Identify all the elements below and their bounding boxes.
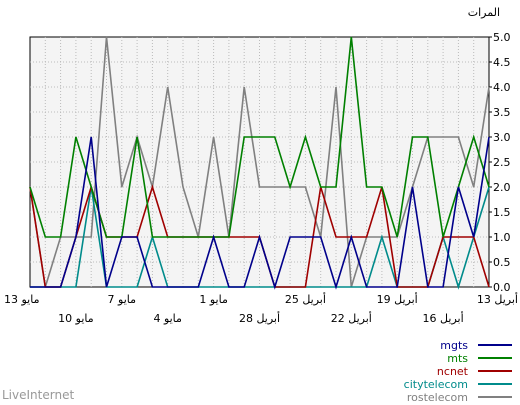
y-tick-label: 3.0 [493,131,511,144]
y-tick-label: 4.5 [493,56,511,69]
y-tick-label: 4.0 [493,81,511,94]
series-line-mgts [30,136,490,290]
plot-area [29,36,490,288]
x-tick-label: 1 مايو [199,293,228,306]
y-tick-label: 1.0 [493,231,511,244]
x-tick-label: 28 أبريل [239,311,280,325]
y-tick-label: 5.0 [493,31,511,44]
x-tick-label: 7 مايو [108,293,137,306]
legend-label-citytelecom: citytelecom [404,378,468,391]
y-tick-label: 2.0 [493,181,511,194]
series-line-mts [29,36,490,238]
x-tick-label: 22 أبريل [331,311,372,325]
legend-label-mgts: mgts [440,339,468,352]
x-tick-label: 10 مايو [58,312,94,325]
y-tick-label: 2.5 [493,156,511,169]
x-tick-label: 16 أبريل [423,311,464,325]
y-axis-label: المرات [468,6,500,19]
y-tick-label: 1.5 [493,206,511,219]
y-tick-label: 3.5 [493,106,511,119]
legend-label-mts: mts [447,352,468,365]
y-tick-label: 0.0 [493,281,511,294]
x-axis-ticks: 13 مايو 7 مايو 1 مايو 25 أبريل 19 أبريل 13 أب… [4,292,518,325]
x-tick-label: 4 مايو [153,312,182,325]
y-axis-ticks: 0.0 0.5 1.0 1.5 2.0 2.5 3.0 3.5 4.0 4.5 5.0 [489,31,511,294]
y-tick-label: 0.5 [493,256,511,269]
brand-footer[interactable]: LiveInternet [2,388,75,402]
legend-label-rostelecom: rostelecom [407,391,468,404]
x-tick-label: 25 أبريل [285,292,326,306]
series-lines [29,36,490,290]
x-tick-label: 19 أبريل [377,292,418,306]
x-tick-label: 13 مايو [4,293,40,306]
x-tick-label: 13 أبريل [477,292,518,306]
legend-label-ncnet: ncnet [437,365,469,378]
